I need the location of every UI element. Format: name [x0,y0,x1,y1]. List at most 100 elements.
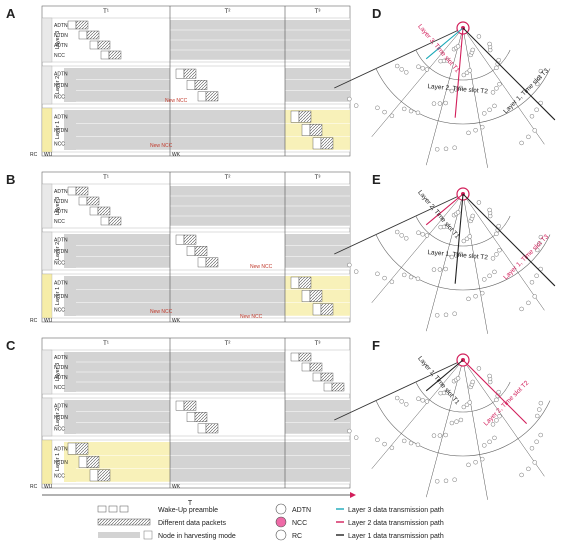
slot-label: T² [225,341,231,347]
data-packet [86,30,100,40]
sector-layer-label: Layer 1, Time slot T2 [427,249,488,261]
sector-divider [462,359,545,477]
sensor-node [494,252,499,257]
legend-label: Different data packets [158,520,226,527]
harvesting-region [285,68,350,102]
sector-letter: E [372,172,381,187]
row-label: ADTN [54,115,68,121]
sensor-node [538,432,543,438]
rc-label: RC [30,318,38,324]
sensor-node [449,420,455,426]
sensor-node [466,130,471,136]
sensor-node [394,229,400,235]
sensor-node [494,231,499,237]
slot-label: T¹ [103,9,109,15]
data-packet [194,80,208,90]
layer-label-box [41,273,53,319]
legend-label: ADTN [292,507,311,514]
data-packet [194,412,208,422]
sensor-node [482,111,487,116]
sensor-node [443,266,448,272]
sensor-node [480,456,485,462]
sensor-node [452,477,457,482]
sensor-node [420,398,425,403]
sensor-node [444,58,450,63]
legend-node-symbol [275,529,287,541]
sensor-node [473,127,478,133]
slot-label: T¹ [103,341,109,347]
layer-label: Layer 2 [55,408,61,426]
sensor-node [494,65,499,71]
sensor-node [347,96,352,102]
data-packet [97,469,111,482]
sensor-node [420,66,425,71]
data-packet [183,400,197,411]
legend-symbol [119,505,129,513]
sensor-node [415,110,421,116]
layer-boundary-arc [415,381,511,413]
legend-symbol [97,505,107,513]
sensor-node [424,399,430,404]
sensor-node [482,277,487,282]
transmission-path [425,27,464,60]
sensor-node [461,404,467,410]
legend-item-left: Node in harvesting mode [98,530,236,540]
data-packet [86,456,100,468]
sensor-node [443,100,448,106]
sensor-node [476,200,482,205]
sensor-node [526,466,531,472]
sensor-node [434,313,440,318]
wakeup-preamble [67,442,77,455]
row-label: ADTN [54,189,68,195]
sensor-node [353,103,359,108]
sensor-node [487,41,492,47]
row-label: ADTN [54,23,68,29]
legend-node-symbol [275,516,287,528]
harvesting-region [64,276,170,316]
data-packet [108,50,122,60]
row-label: NTDN [54,365,68,371]
slot-label: T¹ [103,175,109,181]
sensor-node [529,114,535,119]
sensor-node [353,269,359,274]
sensor-node [490,256,496,261]
sensor-node [534,273,539,278]
layer-boundary-arc [415,215,511,247]
harvesting-region [170,276,285,316]
new-ncc-annotation: New NCC [165,98,188,104]
sensor-node [532,294,537,299]
wakeup-preamble [78,30,88,40]
row-label: ADTN [54,404,68,410]
wakeup-preamble [290,352,300,362]
legend-item-right: Layer 1 data transmission path [336,533,444,540]
legend-symbol [143,530,153,540]
sector-divider [371,359,464,469]
row-label: NTDN [54,128,68,134]
data-packet [298,276,312,289]
sector-divider [462,193,545,311]
wakeup-preamble [301,362,311,372]
sensor-node [467,234,472,239]
layer-label-box [41,231,53,271]
transmission-path [454,193,464,284]
data-packet [205,257,219,268]
sensor-node [458,85,464,91]
row-label: NCC [54,426,65,432]
transmission-path [454,27,464,118]
sensor-node [347,428,352,434]
sensor-node [382,441,387,447]
data-packet [75,20,89,30]
sensor-node [538,68,544,74]
layer-label: Layer 2 [55,76,61,94]
sensor-node [449,88,455,94]
sensor-node [487,107,492,113]
sensor-node [473,293,478,299]
sensor-node [464,236,470,242]
data-packet [320,372,334,382]
row-label: NTDN [54,294,68,300]
row-label: NTDN [54,33,68,39]
